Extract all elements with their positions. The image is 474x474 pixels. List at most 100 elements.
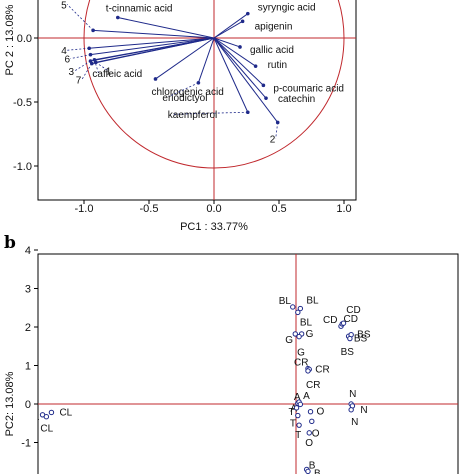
- x-axis-title: PC1 : 33.77%: [180, 221, 248, 233]
- score-marker: [297, 401, 304, 408]
- score-point: CD: [340, 314, 358, 326]
- loading-point: [246, 110, 250, 115]
- loading-arrow: [213, 37, 279, 123]
- score-label: BL: [306, 296, 319, 307]
- score-point: G: [285, 331, 298, 346]
- score-marker: [48, 409, 55, 416]
- label-leader: [66, 4, 94, 31]
- score-label: BL: [300, 317, 313, 328]
- score-marker: [43, 414, 50, 420]
- loading-vector: apigenin: [213, 19, 292, 39]
- score-label: BS: [357, 330, 371, 341]
- loading-vector: 2: [213, 37, 280, 145]
- score-marker: [309, 418, 315, 425]
- score-marker: [340, 320, 347, 326]
- panel-a-frame: [37, 0, 357, 201]
- score-point: G: [298, 329, 314, 340]
- y-tick-label: -1.0: [13, 161, 32, 173]
- loading-arrow: [213, 37, 264, 86]
- loading-arrow: [197, 37, 215, 83]
- score-point: BS: [347, 334, 368, 345]
- loading-arrow: [213, 37, 267, 99]
- score-label: CL: [27, 412, 40, 423]
- score-point: O: [307, 407, 325, 418]
- y-tick-label: 3: [25, 284, 31, 296]
- score-label: CR: [306, 380, 320, 391]
- loading-arrow: [213, 37, 249, 113]
- score-label: BS: [341, 347, 355, 358]
- x-tick-label: -1.0: [75, 203, 94, 215]
- score-marker: [296, 422, 302, 428]
- panel-a-loading-plot: t-cinnamic acid syryngic acid apigenin gall…: [4, 0, 357, 233]
- score-point: BL: [279, 296, 296, 310]
- score-point: CD: [323, 315, 344, 329]
- y-tick-label: 1: [25, 361, 31, 373]
- score-marker: [295, 309, 301, 316]
- loading-label: 3: [69, 67, 75, 78]
- score-marker: [347, 335, 353, 342]
- y-tick-label: 0.0: [17, 33, 32, 45]
- panel-b-letter: b: [4, 233, 16, 253]
- score-marker: [307, 409, 314, 415]
- score-marker: [290, 304, 296, 310]
- loading-label: 1: [106, 66, 112, 77]
- loading-arrow: [90, 37, 215, 56]
- score-marker: [295, 412, 301, 419]
- loading-point: [153, 77, 158, 81]
- score-label: O: [312, 428, 320, 439]
- loading-arrow: [213, 37, 241, 48]
- score-point: B: [305, 468, 321, 474]
- score-point: CL: [40, 414, 54, 435]
- loading-vector: rutin: [213, 37, 287, 71]
- loading-arrow: [213, 20, 243, 39]
- loading-vector: 7: [76, 37, 215, 87]
- loading-arrow: [89, 37, 215, 49]
- loading-point: [261, 83, 266, 88]
- loading-label: caffeic acid: [92, 69, 142, 80]
- loading-point: [264, 96, 268, 100]
- y-tick-label: 2: [25, 322, 31, 334]
- score-label: A: [290, 403, 297, 414]
- loading-arrow: [91, 37, 215, 65]
- score-point: T: [289, 405, 300, 418]
- label-leader: [95, 61, 108, 71]
- loading-label: chlorogenic acid: [152, 87, 224, 98]
- score-label: CR: [315, 364, 329, 375]
- score-point: G: [296, 333, 305, 359]
- loading-vector: chlorogenic acid: [152, 37, 224, 98]
- loading-label: 2: [270, 134, 276, 145]
- y-axis-title: PC 2 : 13.08%: [4, 4, 16, 75]
- score-marker: [293, 405, 300, 411]
- y-axis-title: PC2: 13.08%: [4, 371, 16, 436]
- score-label: G: [306, 329, 314, 340]
- loading-label: eriodictyol: [162, 93, 207, 104]
- score-label: A: [294, 392, 301, 403]
- score-point: N: [348, 407, 358, 428]
- score-marker: [296, 333, 302, 340]
- y-tick-label: -1: [21, 438, 31, 450]
- loading-point: [238, 45, 242, 49]
- score-point: CR: [305, 368, 320, 391]
- y-tick-label: 4: [25, 245, 31, 257]
- loading-arrow: [93, 29, 215, 39]
- loading-arrow: [213, 13, 249, 39]
- loading-label: 5: [61, 0, 67, 11]
- x-tick-label: 0.5: [271, 203, 286, 215]
- score-point: T: [290, 412, 301, 430]
- score-label: O: [317, 407, 325, 418]
- loading-label: t-cinnamic acid: [106, 4, 173, 15]
- y-tick-label: 0: [25, 399, 31, 411]
- score-point: T: [295, 422, 302, 441]
- loading-vector: syryngic acid: [213, 3, 316, 39]
- score-label: T: [289, 407, 295, 418]
- label-leader: [168, 82, 199, 98]
- label-leader: [275, 122, 279, 139]
- loading-vector: kaempferol: [168, 37, 250, 121]
- score-point: O: [309, 418, 320, 439]
- score-point: CL: [48, 407, 73, 418]
- loading-point: [116, 15, 120, 20]
- score-label: B: [309, 460, 316, 471]
- score-label: B: [314, 468, 321, 474]
